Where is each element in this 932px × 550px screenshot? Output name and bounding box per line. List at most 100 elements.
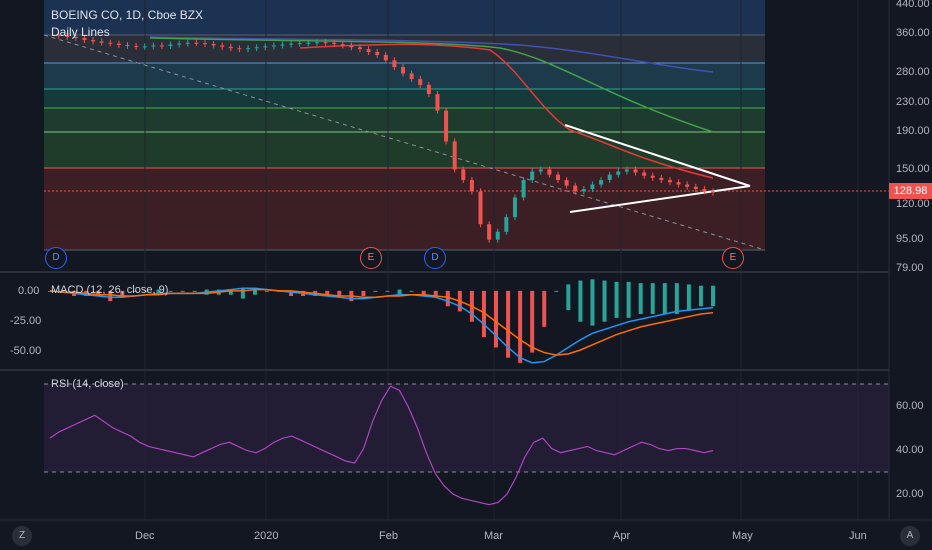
macd-bar xyxy=(445,290,450,307)
macd-bar xyxy=(494,290,499,348)
macd-y-tick: 0.00 xyxy=(18,285,40,297)
candle xyxy=(401,67,406,74)
rsi-y-tick: 60.00 xyxy=(896,400,924,412)
candle xyxy=(599,180,604,185)
candle xyxy=(340,44,345,46)
candle xyxy=(332,42,337,45)
macd-bar xyxy=(385,290,390,292)
candle xyxy=(366,49,371,52)
study-label[interactable]: Daily Lines xyxy=(51,25,110,39)
macd-bar xyxy=(433,290,438,296)
candle xyxy=(512,197,517,218)
chart-title: BOEING CO, 1D, Cboe BZX xyxy=(51,8,204,22)
macd-bar xyxy=(626,281,631,318)
rsi-label[interactable]: RSI (14, close) xyxy=(51,378,124,390)
x-tick: Dec xyxy=(135,530,155,542)
macd-bar xyxy=(506,290,511,358)
candle xyxy=(547,169,552,175)
zoom-icon[interactable]: Z xyxy=(12,526,32,546)
candle xyxy=(469,180,474,192)
macd-bar xyxy=(289,290,294,296)
macd-bar xyxy=(60,290,65,292)
earnings-marker[interactable]: E xyxy=(360,247,382,269)
candle xyxy=(461,169,466,181)
candle xyxy=(650,175,655,178)
candle xyxy=(452,141,457,170)
y-tick: 79.00 xyxy=(896,262,924,274)
candle xyxy=(142,46,147,48)
candle xyxy=(633,169,638,173)
macd-bar xyxy=(650,283,655,314)
y-tick: 230.00 xyxy=(896,96,930,108)
macd-bar xyxy=(578,280,583,322)
candle xyxy=(564,180,569,186)
candle xyxy=(495,231,500,240)
candle xyxy=(478,191,483,225)
x-tick: Feb xyxy=(379,530,398,542)
candle xyxy=(624,169,629,172)
dividend-marker[interactable]: D xyxy=(424,247,446,269)
candle xyxy=(702,189,707,192)
candle xyxy=(194,42,199,44)
candle xyxy=(383,54,388,61)
macd-bar xyxy=(397,289,402,295)
candle xyxy=(185,42,190,44)
macd-bar xyxy=(518,290,523,363)
candle xyxy=(711,191,715,193)
candle xyxy=(435,94,440,111)
candle xyxy=(642,172,647,176)
macd-bar xyxy=(590,279,595,326)
auto-scale-icon[interactable]: A xyxy=(900,526,920,546)
macd-bar xyxy=(481,290,486,338)
macd-bar xyxy=(686,284,691,311)
candle xyxy=(263,46,268,48)
candle xyxy=(659,177,664,181)
candle xyxy=(375,51,380,55)
candle xyxy=(271,45,276,47)
candle xyxy=(108,42,113,44)
candle xyxy=(254,47,259,49)
macd-bar xyxy=(698,285,703,307)
macd-bar xyxy=(554,290,559,292)
candle xyxy=(487,224,492,240)
candle xyxy=(211,44,216,46)
macd-bar xyxy=(120,290,125,296)
macd-bar xyxy=(662,283,667,314)
macd-bar xyxy=(156,289,161,295)
macd-label[interactable]: MACD (12, 26, close, 9) xyxy=(51,284,169,296)
candle xyxy=(289,43,294,45)
earnings-marker[interactable]: E xyxy=(722,247,744,269)
y-tick: 440.00 xyxy=(896,0,930,10)
candle xyxy=(530,171,535,181)
macd-bar xyxy=(132,290,137,292)
candle xyxy=(667,180,672,183)
macd-bar xyxy=(409,290,414,292)
y-tick: 190.00 xyxy=(896,125,930,137)
candle xyxy=(177,43,182,45)
macd-bar xyxy=(168,290,173,292)
candle xyxy=(168,44,173,46)
candle xyxy=(125,44,130,46)
candle xyxy=(159,45,164,47)
candle xyxy=(314,42,319,44)
macd-y-tick: -50.00 xyxy=(10,345,42,357)
candle xyxy=(556,174,561,181)
macd-bar xyxy=(421,290,426,296)
candle xyxy=(99,41,104,43)
dividend-marker[interactable]: D xyxy=(45,247,67,269)
macd-bar xyxy=(144,290,149,292)
candle xyxy=(82,37,87,41)
macd-bar xyxy=(614,281,619,318)
candle xyxy=(418,79,423,85)
candle xyxy=(134,45,139,47)
candle xyxy=(392,60,397,68)
candle xyxy=(246,48,251,50)
macd-bar xyxy=(530,290,535,353)
candle xyxy=(237,48,242,50)
candle xyxy=(116,43,121,45)
macd-bar xyxy=(674,283,679,314)
macd-bar xyxy=(542,290,547,327)
candle xyxy=(151,45,156,47)
candle xyxy=(444,110,449,142)
